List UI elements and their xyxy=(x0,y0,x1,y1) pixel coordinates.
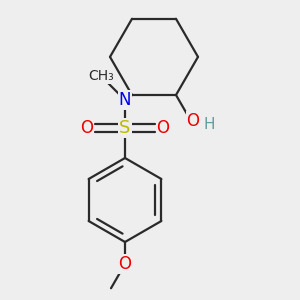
Text: S: S xyxy=(119,119,131,137)
Text: O: O xyxy=(157,119,169,137)
Text: O: O xyxy=(118,255,131,273)
Text: O: O xyxy=(80,119,94,137)
Text: N: N xyxy=(119,91,131,109)
Text: H: H xyxy=(203,118,215,133)
Text: O: O xyxy=(187,112,200,130)
Text: CH₃: CH₃ xyxy=(88,69,114,83)
